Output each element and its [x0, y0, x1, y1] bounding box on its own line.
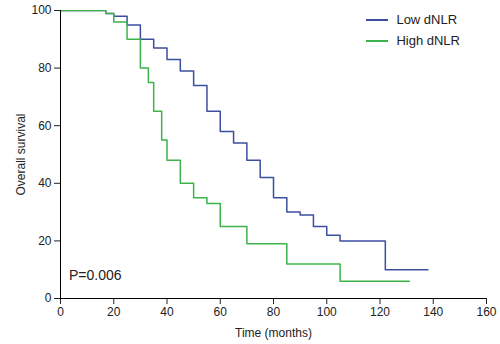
- svg-text:Time (months): Time (months): [235, 326, 312, 340]
- html-text:High dNLR: High dNLR: [396, 33, 460, 48]
- svg-text:P=0.006: P=0.006: [69, 267, 122, 283]
- svg-text:80: 80: [38, 61, 52, 75]
- svg-text:0: 0: [45, 291, 52, 305]
- svg-text:100: 100: [31, 3, 51, 17]
- svg-text:Overall survival: Overall survival: [14, 113, 28, 195]
- svg-text:20: 20: [107, 305, 121, 319]
- svg-text:40: 40: [38, 176, 52, 190]
- svg-text:120: 120: [370, 305, 390, 319]
- svg-text:160: 160: [476, 305, 496, 319]
- svg-text:60: 60: [214, 305, 228, 319]
- svg-text:80: 80: [267, 305, 281, 319]
- svg-text:20: 20: [38, 234, 52, 248]
- svg-text:0: 0: [57, 305, 64, 319]
- svg-text:100: 100: [317, 305, 337, 319]
- svg-text:60: 60: [38, 119, 52, 133]
- svg-text:140: 140: [423, 305, 443, 319]
- html-text:Low dNLR: Low dNLR: [396, 12, 458, 27]
- svg-text:40: 40: [160, 305, 174, 319]
